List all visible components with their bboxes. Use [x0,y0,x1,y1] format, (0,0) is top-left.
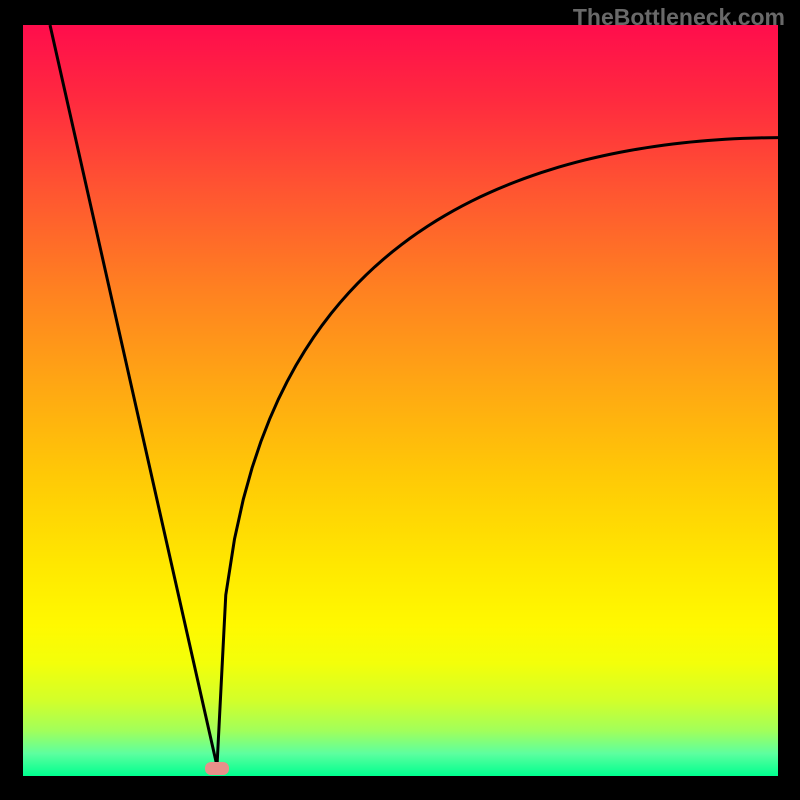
watermark-text: TheBottleneck.com [573,4,785,31]
minimum-marker [205,762,229,775]
chart-container: TheBottleneck.com [0,0,800,800]
plot-area [23,25,778,776]
